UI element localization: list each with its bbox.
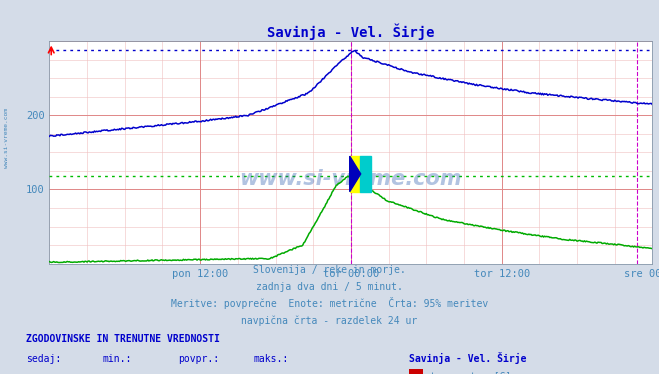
Text: -nan: -nan [154, 372, 178, 374]
Text: min.:: min.: [102, 354, 132, 364]
Text: Meritve: povprečne  Enote: metrične  Črta: 95% meritev: Meritve: povprečne Enote: metrične Črta:… [171, 297, 488, 309]
Text: www.si-vreme.com: www.si-vreme.com [4, 108, 9, 168]
Text: navpična črta - razdelek 24 ur: navpična črta - razdelek 24 ur [241, 315, 418, 325]
Polygon shape [350, 156, 360, 192]
Text: -nan: -nan [230, 372, 254, 374]
Text: sedaj:: sedaj: [26, 354, 61, 364]
Text: povpr.:: povpr.: [178, 354, 219, 364]
Text: zadnja dva dni / 5 minut.: zadnja dva dni / 5 minut. [256, 282, 403, 292]
Text: ZGODOVINSKE IN TRENUTNE VREDNOSTI: ZGODOVINSKE IN TRENUTNE VREDNOSTI [26, 334, 220, 344]
Text: -nan: -nan [306, 372, 330, 374]
Bar [360, 156, 371, 192]
Text: www.si-vreme.com: www.si-vreme.com [240, 169, 462, 189]
Title: Savinja - Vel. Širje: Savinja - Vel. Širje [267, 24, 435, 40]
Text: -nan: -nan [78, 372, 102, 374]
Text: temperatura[C]: temperatura[C] [430, 372, 512, 374]
Text: Slovenija / reke in morje.: Slovenija / reke in morje. [253, 265, 406, 275]
Bar [350, 156, 360, 192]
Text: Savinja - Vel. Širje: Savinja - Vel. Širje [409, 352, 526, 364]
Text: maks.:: maks.: [254, 354, 289, 364]
